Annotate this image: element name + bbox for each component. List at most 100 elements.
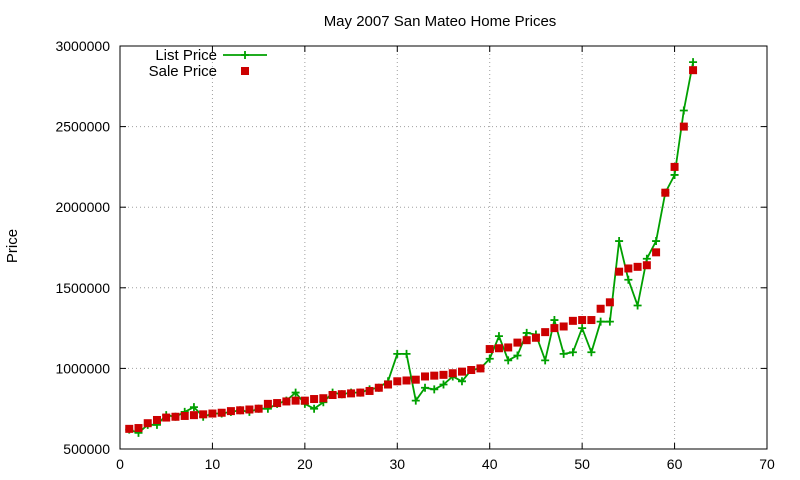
sale-price-point: [356, 388, 365, 397]
y-axis-label: Price: [4, 229, 21, 263]
sale-price-point: [328, 390, 337, 399]
sale-price-point: [504, 343, 513, 352]
x-tick-label: 10: [205, 456, 221, 472]
list-price-point: [439, 380, 448, 389]
axis-ticks: 0 10 20 30 40 50 60 70 500000 1000000 1500000 20000…: [55, 38, 775, 472]
list-price-point: [291, 388, 300, 397]
list-price-point: [624, 275, 633, 284]
sale-price-point: [448, 369, 457, 378]
x-tick-label: 70: [759, 456, 775, 472]
list-price-point: [596, 317, 605, 326]
sale-price-point: [559, 322, 568, 331]
sale-price-point: [226, 407, 235, 416]
sale-price-point: [125, 424, 134, 433]
sale-price-point: [670, 162, 679, 171]
sale-price-point: [411, 375, 420, 384]
sale-price-point: [393, 377, 402, 386]
sale-price-point: [310, 395, 319, 404]
sale-price-point: [568, 316, 577, 325]
sale-price-point: [578, 316, 587, 325]
sale-price-point: [236, 406, 245, 415]
list-price-point: [670, 170, 679, 179]
sale-price-point: [245, 405, 254, 414]
sale-price-point: [439, 370, 448, 379]
chart-title: May 2007 San Mateo Home Prices: [324, 13, 557, 30]
legend-label-list-price: List Price: [155, 47, 217, 64]
list-price-point: [430, 385, 439, 394]
sale-price-point: [689, 66, 698, 75]
sale-price-point: [171, 412, 180, 421]
list-price-point: [485, 354, 494, 363]
list-price-point: [679, 106, 688, 115]
list-price-point: [494, 332, 503, 341]
sale-price-point: [541, 328, 550, 337]
y-tick-label: 2500000: [55, 119, 110, 135]
list-price-point: [689, 58, 698, 67]
list-price-point: [402, 349, 411, 358]
sale-price-point: [180, 411, 189, 420]
y-tick-label: 2000000: [55, 199, 110, 215]
list-price-point: [568, 348, 577, 357]
sale-price-point: [633, 262, 642, 271]
sale-price-point: [615, 267, 624, 276]
sale-price-point: [531, 333, 540, 342]
sale-price-point: [661, 188, 670, 197]
sale-price-point: [642, 261, 651, 270]
sale-price-point: [189, 411, 198, 420]
sale-price-point: [134, 424, 143, 433]
sale-price-point: [494, 344, 503, 353]
sale-price-point: [337, 390, 346, 399]
y-tick-label: 1000000: [55, 360, 110, 376]
sale-price-point: [208, 409, 217, 418]
sale-price-point: [162, 413, 171, 422]
sale-price-point: [430, 371, 439, 380]
sale-price-point: [457, 367, 466, 376]
plot-border: [119, 45, 768, 450]
x-tick-label: 20: [297, 456, 313, 472]
x-tick-label: 0: [116, 456, 124, 472]
sale-price-point: [254, 404, 263, 413]
sale-price-point: [421, 372, 430, 381]
list-price-point: [559, 349, 568, 358]
sale-price-point: [365, 386, 374, 395]
list-price-point: [522, 328, 531, 337]
list-price-point: [615, 237, 624, 246]
x-tick-label: 60: [667, 456, 683, 472]
list-price-point: [457, 377, 466, 386]
sale-price-point: [596, 304, 605, 313]
sale-price-point: [217, 408, 226, 417]
list-price-point: [605, 317, 614, 326]
x-tick-label: 50: [574, 456, 590, 472]
list-price-point: [513, 351, 522, 360]
list-price-point: [633, 301, 642, 310]
sale-price-point: [467, 366, 476, 375]
sale-price-point: [587, 316, 596, 325]
x-tick-label: 40: [482, 456, 498, 472]
x-tick-label: 30: [389, 456, 405, 472]
sale-price-point: [291, 396, 300, 405]
sale-price-point: [263, 399, 272, 408]
sale-price-point: [199, 410, 208, 419]
list-price-point: [393, 349, 402, 358]
sale-price-point: [522, 336, 531, 345]
y-tick-label: 500000: [63, 441, 110, 457]
list-price-point: [541, 356, 550, 365]
sale-price-point: [319, 394, 328, 403]
y-tick-label: 3000000: [55, 38, 110, 54]
sale-price-point: [485, 345, 494, 354]
data-series: [125, 58, 698, 437]
list-price-point: [578, 324, 587, 333]
sale-price-point: [476, 364, 485, 373]
sale-price-point: [300, 396, 309, 405]
sale-price-point: [374, 383, 383, 392]
list-price-point: [189, 403, 198, 412]
list-price-point: [550, 316, 559, 325]
list-price-point: [411, 396, 420, 405]
y-tick-label: 1500000: [55, 280, 110, 296]
list-price-line: [128, 61, 694, 434]
sale-price-point: [605, 298, 614, 307]
list-price-point: [421, 383, 430, 392]
grid-lines: [120, 46, 767, 449]
